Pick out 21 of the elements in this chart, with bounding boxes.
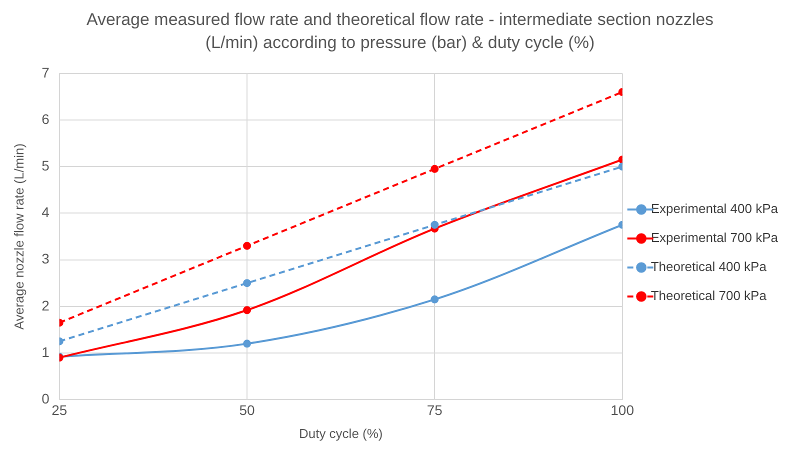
y-axis-title: Average nozzle flow rate (L/min) xyxy=(11,143,26,330)
chart-title: Average measured flow rate and theoretical flow rate - intermediate section nozzles (L/min) according to pressure (bar) & duty cycle (%) xyxy=(85,9,715,54)
y-tick-label: 5 xyxy=(42,157,50,174)
legend-label: Theoretical 400 kPa xyxy=(650,259,768,274)
y-tick-label: 2 xyxy=(42,297,50,314)
x-tick-label: 100 xyxy=(610,402,634,418)
legend-label: Experimental 400 kPa xyxy=(650,201,779,216)
x-tick-label: 50 xyxy=(239,402,256,418)
point xyxy=(430,295,439,304)
y-tick-label: 0 xyxy=(42,390,50,406)
y-tick-label: 7 xyxy=(42,64,50,80)
y-tick-label: 6 xyxy=(42,110,50,127)
legend-label: Experimental 700 kPa xyxy=(650,230,779,246)
x-axis-title: Duty cycle (%) xyxy=(298,426,383,441)
point xyxy=(243,340,252,348)
x-tick-label: 75 xyxy=(426,402,443,418)
y-tick-label: 1 xyxy=(42,344,50,360)
x-tick-label: 25 xyxy=(52,402,68,418)
y-tick-label: 3 xyxy=(42,250,50,267)
y-tick-label: 4 xyxy=(42,204,50,220)
legend-label: Theoretical 700 kPa xyxy=(650,288,768,304)
